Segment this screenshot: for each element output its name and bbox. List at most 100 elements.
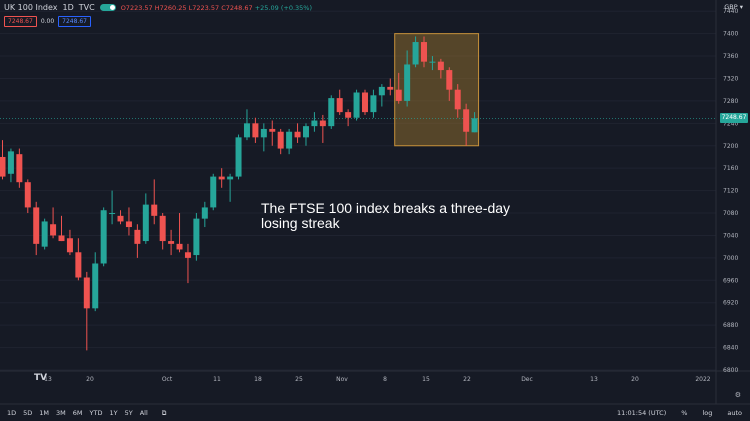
date-range-icon[interactable]: ⧉ [161,408,167,417]
timeframe-ytd[interactable]: YTD [89,409,103,417]
gear-icon[interactable]: ⚙ [734,391,741,399]
candle-body [404,64,411,101]
candle-body [429,61,436,63]
currency-label: GBP [724,3,738,11]
candle [252,117,259,143]
candle-body [294,131,301,138]
candle [7,148,14,183]
candle-body [151,204,158,216]
candle [176,213,183,253]
candle-body [218,176,225,180]
price-tick-label: 7040 [723,232,738,239]
symbol-name[interactable]: UK 100 Index [4,3,58,12]
price-tick-label: 7280 [723,98,738,105]
candle-body [446,70,453,90]
candle-body [193,218,200,256]
log-toggle[interactable]: log [702,409,713,417]
candle [193,213,200,261]
candle [75,238,82,281]
chevron-down-icon: ▾ [739,3,743,11]
candle-body [184,252,191,258]
visibility-toggle-icon[interactable] [99,4,116,11]
time-tick-label: Nov [336,376,348,383]
price-tick-label: 7120 [723,188,738,195]
candle-body [269,128,276,132]
candle-body [378,86,385,96]
change-value: +25.09 (+0.35%) [254,3,313,12]
candle [370,89,377,118]
candle-body [210,176,217,208]
candle [429,56,436,71]
price-tick-label: 7360 [723,53,738,60]
candle [159,213,166,250]
candle [345,109,352,127]
candle [83,271,90,351]
candle [92,252,99,312]
candle [395,72,402,104]
candle [109,190,116,225]
price-tick-label: 6920 [723,300,738,307]
candle-body [353,92,360,118]
auto-toggle[interactable]: auto [727,409,742,417]
candle [328,95,335,129]
candle [243,109,250,141]
candle-body [33,207,40,244]
timeframe-6m[interactable]: 6M [72,409,83,417]
bottom-right-controls: 11:01:54 (UTC) % log auto [610,409,742,417]
timeframe-1y[interactable]: 1Y [109,409,118,417]
candle [168,229,175,256]
candle [319,114,326,143]
candle [454,84,461,118]
candle [446,67,453,101]
currency-selector[interactable]: GBP ▾ [724,3,743,11]
candle [33,201,40,256]
candle-body [7,151,14,174]
sell-button[interactable]: 7248.67 [4,16,37,27]
candle [50,207,57,239]
tradingview-logo-icon: TV [34,373,48,383]
time-tick-label: 2022 [695,376,710,383]
candle [311,112,318,132]
time-tick-label: 20 [631,376,639,383]
annotation-line-1: The FTSE 100 index breaks a three-day [261,200,511,216]
candle-body [235,137,242,177]
candle [134,224,141,258]
time-tick-label: 13 [590,376,598,383]
price-tick-label: 6840 [723,345,738,352]
candle [151,179,158,225]
timeframe-3m[interactable]: 3M [56,409,66,417]
timeframe-1d[interactable]: 1D [7,409,17,417]
candle-body [109,213,116,215]
source-label: TVC [78,3,95,12]
candle [218,168,225,188]
timeframe-5y[interactable]: 5Y [124,409,133,417]
buy-button[interactable]: 7248.67 [58,16,91,27]
candle-body [176,243,183,250]
candle-body [387,86,394,90]
candle [378,84,385,107]
candle [16,148,23,188]
timeframe-all[interactable]: All [139,409,148,417]
percent-toggle[interactable]: % [681,409,688,417]
timeframe-1m[interactable]: 1M [39,409,50,417]
interval-label[interactable]: 1D [62,3,74,12]
trade-buttons: 7248.67 0.00 7248.67 [4,16,91,27]
candle [387,78,394,96]
candle-body [454,89,461,110]
candle-body [286,131,293,149]
candle [201,201,208,228]
price-tick-label: 7160 [723,165,738,172]
timeframe-5d[interactable]: 5D [23,409,33,417]
chart-annotation: The FTSE 100 index breaks a three-day lo… [261,201,521,231]
chart-header: UK 100 Index 1D TVC O7223.57 H7260.25 L7… [4,3,312,12]
candle-body [159,215,166,242]
candle [227,173,234,202]
candle [404,50,411,107]
candle-body [260,128,267,138]
candle [421,36,427,68]
time-tick-label: 22 [463,376,471,383]
time-tick-label: 20 [86,376,94,383]
candle-body [16,154,23,183]
candle [117,210,124,225]
